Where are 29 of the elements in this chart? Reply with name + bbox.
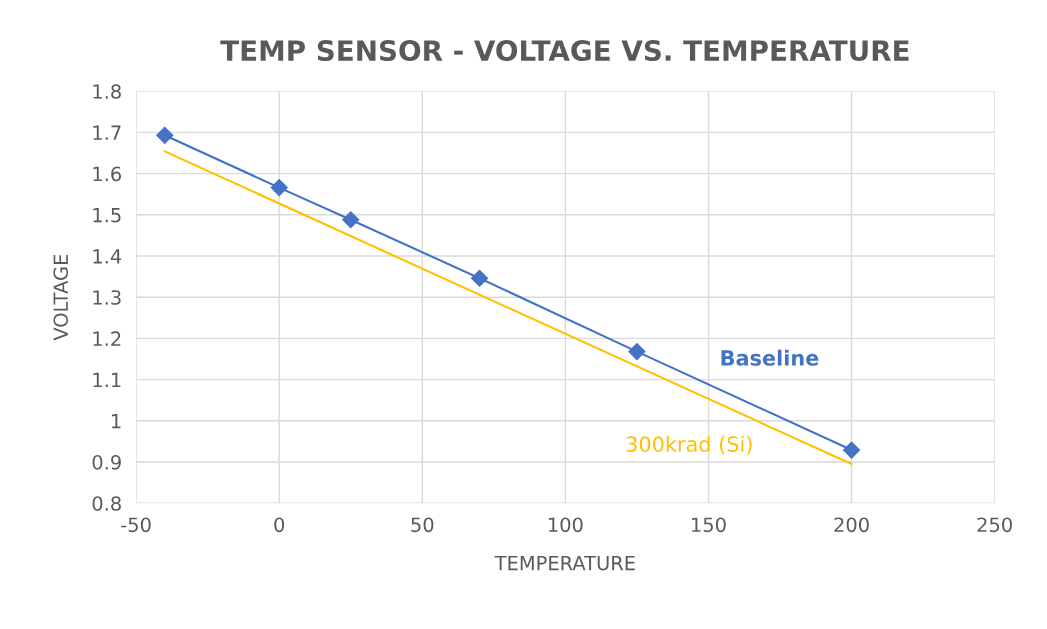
x-axis-title: TEMPERATURE bbox=[494, 555, 635, 571]
y-tick-label: 1.4 bbox=[93, 249, 122, 264]
y-tick-label: 1.6 bbox=[93, 166, 121, 182]
x-tick-label: 100 bbox=[548, 517, 583, 533]
point bbox=[628, 342, 646, 361]
point bbox=[155, 126, 174, 145]
y-tick-label: 1.7 bbox=[93, 125, 121, 140]
point bbox=[470, 269, 489, 288]
x-tick-label: 0 bbox=[274, 517, 285, 533]
y-tick-label: 1.8 bbox=[93, 84, 121, 99]
y-tick-label: 0.8 bbox=[92, 496, 121, 511]
y-tick-label: 1.5 bbox=[93, 208, 121, 223]
y-tick-label: 1.1 bbox=[93, 372, 121, 387]
series-label: Baseline bbox=[721, 349, 819, 366]
y-tick-label: 0.9 bbox=[92, 454, 121, 470]
x-tick-label: 250 bbox=[977, 517, 1012, 533]
x-tick-label: 200 bbox=[834, 517, 869, 533]
y-tick-label: 1.2 bbox=[93, 331, 121, 346]
y-axis-title: VOLTAGE bbox=[53, 254, 69, 341]
series-label: 300krad (Si) bbox=[626, 435, 752, 455]
chart-title: TEMP SENSOR - VOLTAGE VS. TEMPERATURE bbox=[220, 40, 909, 62]
point bbox=[341, 210, 360, 229]
x-tick-label: -50 bbox=[121, 517, 151, 533]
y-tick-label: 1.3 bbox=[93, 290, 121, 305]
point bbox=[842, 441, 861, 459]
y-tick-label: 1 bbox=[111, 414, 121, 429]
point bbox=[270, 178, 289, 197]
x-tick-label: 150 bbox=[692, 517, 726, 533]
x-tick-label: 50 bbox=[411, 517, 434, 533]
